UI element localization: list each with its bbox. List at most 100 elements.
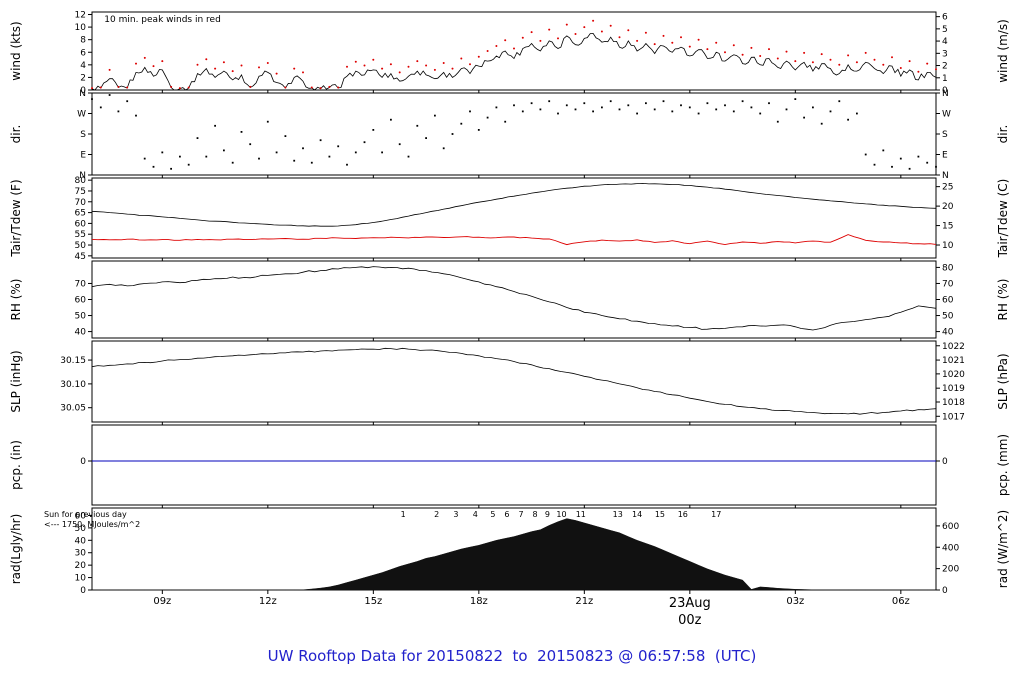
temp-left-tick-label: 65 (75, 209, 86, 219)
dir-scatter-dot (126, 100, 129, 103)
rh-right-tick-label: 50 (942, 312, 954, 322)
rad-left-tick-label: 30 (75, 549, 87, 559)
rad-left-tick-label: 40 (75, 536, 87, 546)
rh-right-tick-label: 70 (942, 279, 954, 289)
temp-right-tick-label: 10 (942, 241, 954, 251)
dir-scatter-dot (803, 116, 805, 119)
dir-right-tick-label: W (942, 110, 951, 120)
dir-scatter-dot (504, 120, 507, 123)
wind-peak-dot (724, 51, 726, 54)
pcp-left-axis-title: pcp. (in) (9, 440, 23, 490)
rad-hour-mark-13: 13 (613, 510, 623, 519)
wind-peak-dot (917, 70, 920, 73)
temp-right-axis-title: Tair/Tdew (C) (996, 179, 1010, 259)
wind-peak-dot (135, 62, 137, 65)
wind-peak-dot (258, 66, 260, 69)
wind-peak-dot (346, 65, 348, 68)
wind-peak-dot (425, 64, 428, 67)
x-axis-date-label: 23Aug (669, 596, 711, 611)
wind-peak-dot (882, 63, 885, 66)
wind-peak-dot (328, 85, 331, 88)
dir-scatter-dot (231, 161, 234, 164)
wind-peak-dot (671, 41, 674, 44)
dir-left-tick-label: N (79, 89, 86, 99)
slp-right-tick-label: 1020 (942, 370, 965, 380)
wind-peak-dot (548, 28, 551, 31)
dir-left-tick-label: N (79, 171, 86, 181)
wind-peak-dot (855, 61, 858, 64)
rad-left-tick-label: 50 (75, 524, 87, 534)
rad-left-tick-label: 60 (75, 511, 87, 521)
x-axis-label-12z: 12z (259, 596, 277, 607)
dir-scatter-dot (706, 102, 709, 105)
wind-peak-dot (847, 54, 850, 57)
wind-peak-dot (99, 86, 102, 89)
wind-peak-dot (460, 57, 463, 60)
wind-peak-dot (688, 45, 691, 48)
dir-right-tick-label: N (942, 171, 949, 181)
temp-left-tick-label: 50 (75, 241, 87, 251)
dir-scatter-dot (416, 124, 419, 127)
wind-peak-dot (574, 33, 577, 35)
rad-hour-mark-2: 2 (434, 510, 439, 519)
rad-hour-mark-11: 11 (576, 510, 586, 519)
dir-scatter-dot (583, 102, 586, 105)
dir-scatter-dot (636, 112, 638, 115)
dir-scatter-dot (530, 102, 533, 105)
dir-scatter-dot (390, 118, 392, 121)
dir-scatter-dot (741, 100, 744, 103)
slp-right-tick-label: 1018 (942, 398, 965, 408)
wind-peak-dot (803, 51, 806, 54)
wind-peak-dot (372, 58, 375, 61)
temp-series-0-line (91, 182, 937, 227)
dir-scatter-dot (258, 157, 260, 160)
dir-scatter-dot (407, 155, 410, 158)
wind-peak-dot (451, 67, 454, 70)
panel-pcp-frame (91, 424, 937, 506)
rad-hour-mark-14: 14 (632, 510, 642, 519)
wind-peak-dot (363, 64, 366, 67)
wind-peak-dot (785, 50, 788, 53)
rad-left-tick-label: 10 (75, 574, 87, 584)
wind-peak-dot (354, 60, 357, 63)
pcp-right-axis-title: pcp. (mm) (996, 434, 1010, 496)
panel-dir-frame (91, 92, 937, 176)
wind-peak-dot (609, 24, 612, 27)
chart-title: UW Rooftop Data for 20150822 to 20150823… (267, 647, 757, 665)
wind-right-tick-label: 2 (942, 62, 948, 72)
dir-scatter-dot (820, 122, 823, 125)
x-axis-label-09z: 09z (153, 596, 171, 607)
wind-peak-dot (636, 39, 639, 42)
rad-hour-mark-8: 8 (533, 510, 538, 519)
rad-hour-mark-15: 15 (655, 510, 665, 519)
dir-scatter-dot (240, 131, 243, 133)
dir-scatter-dot (319, 139, 322, 142)
rad-right-tick-label: 200 (942, 565, 959, 575)
wind-peak-dot (926, 62, 929, 65)
wind-right-tick-label: 0 (942, 86, 948, 96)
wind-peak-dot (293, 67, 296, 70)
dir-scatter-dot (882, 149, 885, 152)
rh-right-tick-label: 80 (942, 263, 954, 273)
dir-scatter-dot (574, 108, 577, 111)
wind-peak-dot (469, 63, 471, 66)
dir-right-tick-label: E (942, 151, 948, 161)
temp-right-tick-label: 25 (942, 183, 953, 193)
rad-hour-mark-16: 16 (678, 510, 688, 519)
dir-left-tick-label: E (80, 151, 86, 161)
wind-peak-dot (231, 70, 234, 73)
wind-peak-dot (152, 65, 155, 68)
wind-peak-dot (161, 60, 164, 63)
wind-peak-dot (205, 58, 208, 61)
dir-scatter-dot (495, 106, 498, 109)
wind-peak-dot (442, 62, 445, 64)
dir-scatter-dot (847, 118, 849, 121)
dir-scatter-dot (205, 155, 208, 158)
wind-peak-dot (565, 23, 568, 26)
wind-right-tick-label: 5 (942, 25, 948, 35)
slp-left-tick-label: 30.05 (60, 404, 86, 414)
wind-peak-note: 10 min. peak winds in red (104, 15, 221, 25)
wind-peak-dot (91, 87, 93, 90)
dir-scatter-dot (284, 135, 287, 137)
dir-scatter-dot (363, 141, 366, 144)
